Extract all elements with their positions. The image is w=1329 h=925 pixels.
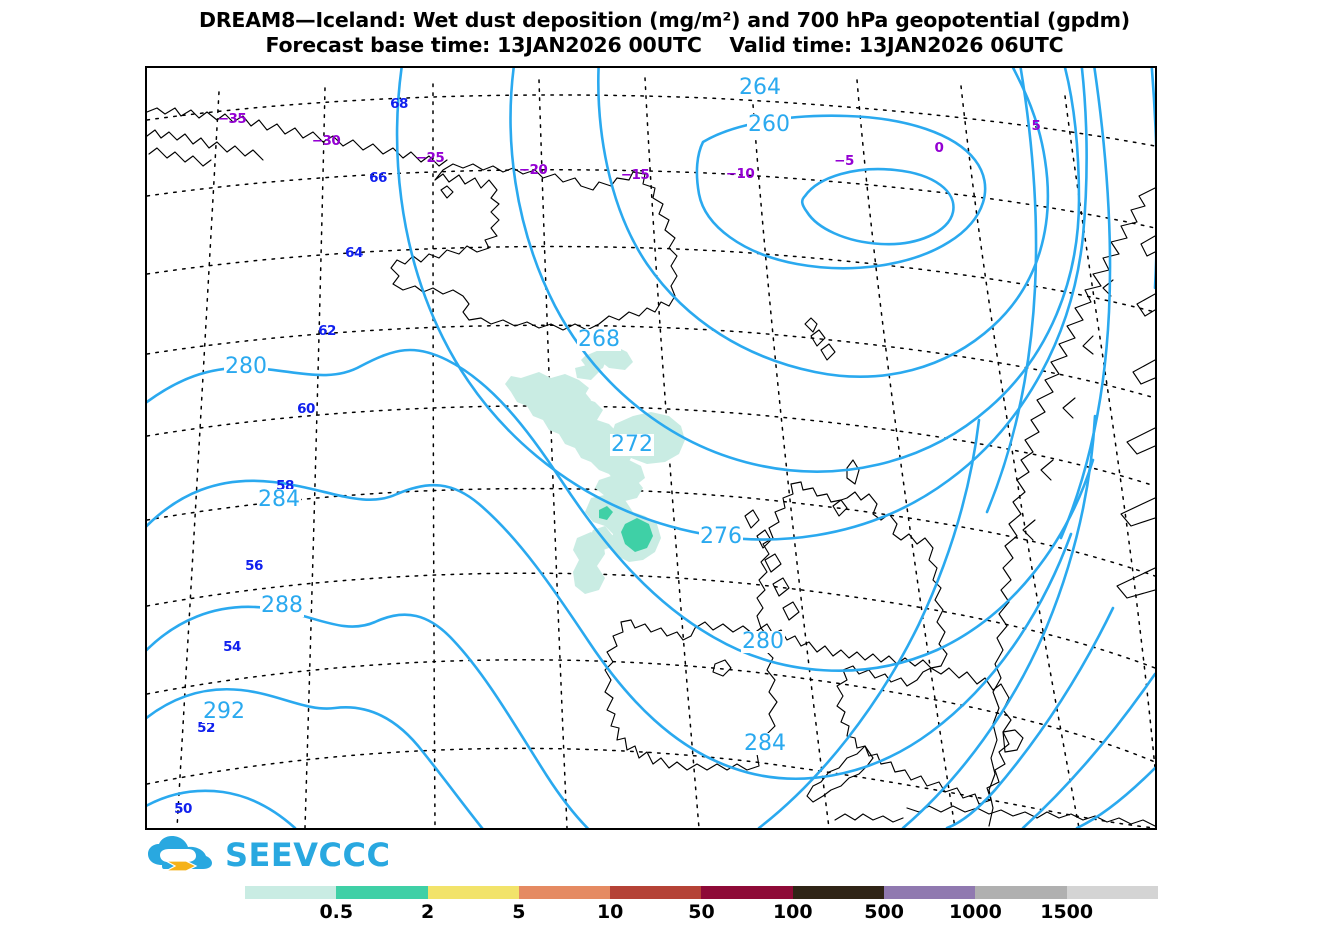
lat-label: 54 — [223, 639, 241, 655]
lon-label: −35 — [217, 111, 247, 127]
page-title: DREAM8—Iceland: Wet dust deposition (mg/… — [199, 8, 1130, 32]
lat-label: 52 — [197, 720, 215, 736]
lon-label: −10 — [725, 166, 755, 182]
colorbar-segment — [427, 886, 519, 899]
lon-label: −5 — [834, 153, 854, 169]
lat-label: 62 — [318, 323, 336, 339]
lon-label: 5 — [1031, 118, 1041, 134]
colorbar-segment — [336, 886, 428, 899]
colorbar-tick-label: 0.5 — [319, 901, 354, 923]
lon-label: −25 — [415, 150, 445, 166]
lat-label: 66 — [369, 170, 387, 186]
colorbar-legend[interactable]: 0.5 2 5 10 50 100 500 1000 1500 — [245, 886, 1158, 923]
lat-label: 50 — [174, 801, 192, 817]
contour-label: 272 — [610, 432, 654, 457]
lon-label: −20 — [518, 162, 548, 178]
dust-deposition-plume — [505, 346, 685, 594]
colorbar-strip[interactable] — [245, 886, 1158, 899]
contour-label: 284 — [257, 487, 301, 512]
logo-text: SEEVCCC — [225, 836, 391, 874]
contour-label: 280 — [741, 629, 785, 654]
contour-label: 284 — [743, 731, 787, 756]
lon-label: 0 — [934, 140, 944, 156]
colorbar-tick-label: 100 — [772, 901, 813, 923]
colorbar-segment — [975, 886, 1067, 899]
colorbar-tick-labels: 0.5 2 5 10 50 100 500 1000 1500 — [245, 901, 1158, 923]
map-plot-area[interactable]: .coast{fill:none;stroke:#000;stroke-widt… — [145, 66, 1157, 830]
graticule-longitudes — [176, 77, 1155, 828]
seevccc-logo[interactable]: SEEVCCC — [146, 834, 390, 876]
lon-label: −30 — [311, 133, 341, 149]
forecast-time-subtitle: Forecast base time: 13JAN2026 00UTC Vali… — [265, 33, 1064, 57]
lat-label: 60 — [297, 401, 315, 417]
cloud-arrow-svg — [148, 836, 212, 872]
cloud-arrow-icon — [146, 835, 218, 875]
contour-label: 276 — [699, 524, 743, 549]
colorbar-segment — [518, 886, 611, 899]
colorbar-tick-label: 1500 — [1040, 901, 1094, 923]
colorbar-tick-label: 2 — [420, 901, 435, 923]
colorbar-tick-label: 1000 — [948, 901, 1002, 923]
chart-title-block: DREAM8—Iceland: Wet dust deposition (mg/… — [0, 8, 1329, 58]
lon-label: −15 — [620, 167, 650, 183]
colorbar-segment — [884, 886, 976, 899]
geopotential-contours — [147, 68, 1155, 828]
lat-label: 68 — [390, 96, 408, 112]
colorbar-segment — [792, 886, 885, 899]
contour-label: 260 — [747, 112, 791, 137]
lat-label: 64 — [345, 245, 363, 261]
colorbar-tick-label: 50 — [688, 901, 715, 923]
lat-label: 56 — [245, 558, 263, 574]
colorbar-tick-label: 5 — [512, 901, 526, 923]
graticule-latitudes — [147, 94, 1155, 828]
colorbar-segment — [610, 886, 702, 899]
colorbar-tick-label: 10 — [596, 901, 624, 923]
coastlines — [147, 107, 1155, 827]
contour-label: 264 — [738, 75, 782, 100]
contour-label: 288 — [260, 593, 304, 618]
contour-label: 268 — [577, 327, 621, 352]
colorbar-tick-label: 500 — [864, 901, 904, 923]
colorbar-segment — [245, 886, 337, 899]
colorbar-segment — [701, 886, 793, 899]
colorbar-segment — [1066, 886, 1158, 899]
contour-label: 280 — [224, 354, 268, 379]
contour-label: 292 — [202, 699, 246, 724]
